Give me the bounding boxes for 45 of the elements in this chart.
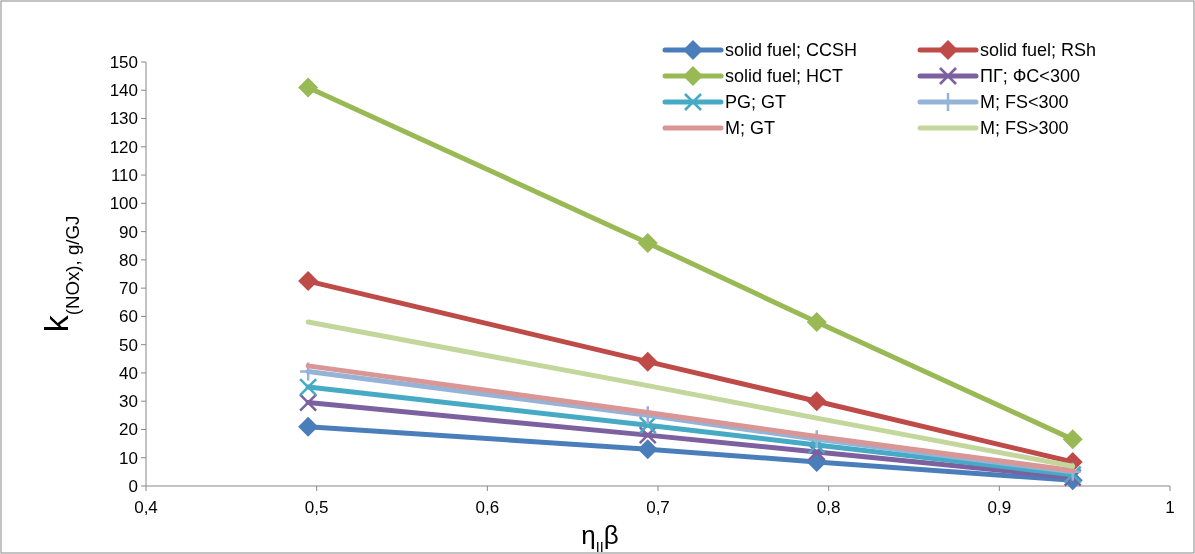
x-axis-title: η$_{II}$β <box>581 520 619 554</box>
x-tick-label: 0,6 <box>475 498 500 517</box>
x-tick-label: 0,5 <box>304 498 329 517</box>
point <box>638 415 658 435</box>
point <box>298 77 319 98</box>
point <box>298 416 319 437</box>
point <box>806 391 827 412</box>
point <box>637 232 658 253</box>
y-tick-label: 60 <box>119 307 138 327</box>
point <box>298 271 319 292</box>
point <box>298 377 318 397</box>
y-tick-label: 50 <box>119 335 138 355</box>
legend-label: solid fuel; HCT <box>725 66 844 87</box>
y-tick-label: 120 <box>109 137 138 157</box>
y-tick-label: 80 <box>119 250 138 270</box>
legend-label: PG; GT <box>725 92 787 113</box>
point <box>1062 429 1083 450</box>
legend-label: ПГ; ФС<300 <box>980 66 1080 87</box>
point <box>298 393 318 412</box>
point <box>638 425 658 445</box>
y-tick-label: 140 <box>109 81 138 101</box>
legend-label: M; FS>300 <box>980 118 1069 139</box>
y-tick-label: 30 <box>119 392 138 412</box>
point <box>637 351 658 372</box>
y-tick-label: 0 <box>128 476 138 496</box>
point <box>637 439 658 460</box>
x-tick-label: 1 <box>1165 498 1175 517</box>
y-tick-label: 20 <box>119 420 138 440</box>
y-tick-label: 110 <box>110 166 138 186</box>
y-tick-label: 70 <box>119 279 138 299</box>
x-tick-label: 0,7 <box>646 498 670 517</box>
legend-label: M; GT <box>725 118 775 139</box>
y-tick-label: 100 <box>109 194 138 214</box>
x-tick-label: 0,4 <box>134 498 158 517</box>
legend-label: solid fuel; RSh <box>980 40 1097 61</box>
point <box>806 312 827 333</box>
legend-label: solid fuel; CCSH <box>725 40 858 61</box>
x-tick-label: 0,8 <box>816 498 841 517</box>
y-tick-label: 130 <box>109 109 138 129</box>
y-tick-label: 90 <box>119 222 138 242</box>
y-tick-label: 150 <box>109 52 138 72</box>
y-tick-label: 10 <box>119 448 138 468</box>
y-tick-label: 40 <box>119 363 138 383</box>
x-tick-label: 0,9 <box>987 498 1012 517</box>
legend-label: M; FS<300 <box>980 92 1069 113</box>
